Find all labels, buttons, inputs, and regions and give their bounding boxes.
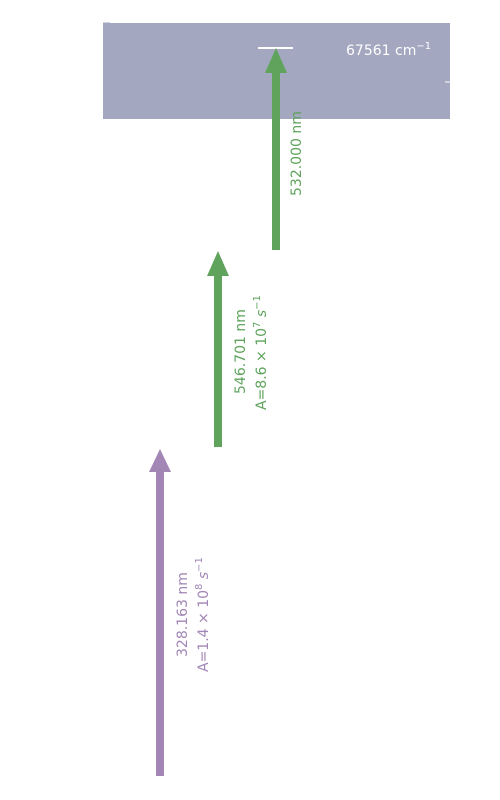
- transition-2-arrow: [207, 251, 229, 447]
- transition-2-rate-label: A=8.6 × 107 s−1: [252, 295, 270, 410]
- transition-3-arrow-head: [265, 48, 287, 73]
- transition-3-wavelength-label: 532.000 nm: [289, 111, 305, 196]
- transition-1-arrow-shaft: [156, 468, 164, 776]
- transition-3-arrow-shaft: [272, 66, 280, 250]
- transition-1-wavelength-label: 328.163 nm: [175, 572, 191, 657]
- transition-3-arrow: [265, 48, 287, 250]
- transition-2-arrow-shaft: [214, 270, 222, 447]
- transition-1-arrow: [149, 449, 171, 776]
- transition-2-arrow-head: [207, 251, 229, 276]
- transition-1-arrow-head: [149, 449, 171, 472]
- transition-1-rate-label: A=1.4 × 108 s−1: [194, 557, 212, 672]
- transition-2-wavelength-label: 546.701 nm: [233, 309, 249, 394]
- ionization-level-label: 67561 cm−1: [346, 41, 431, 59]
